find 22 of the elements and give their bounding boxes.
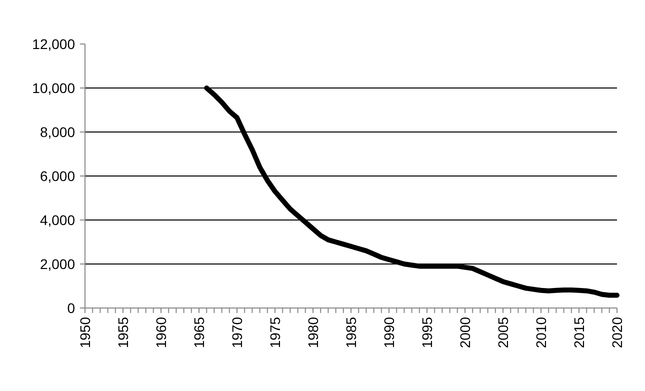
y-tick-label: 10,000: [32, 80, 76, 96]
y-tick-label: 2,000: [40, 256, 76, 272]
y-tick-label: 4,000: [40, 212, 76, 228]
x-tick-label: 1990: [380, 316, 397, 348]
y-tick-label: 12,000: [32, 36, 76, 52]
y-tick-label: 6,000: [40, 168, 76, 184]
x-tick-label: 1950: [76, 316, 93, 348]
x-tick-label: 1970: [228, 316, 245, 348]
x-tick-label: 1985: [342, 316, 359, 348]
x-tick-label: 1975: [266, 316, 283, 348]
x-tick-label: 1995: [418, 316, 435, 348]
x-tick-label: 2020: [608, 316, 625, 348]
x-tick-label: 2000: [456, 316, 473, 348]
x-tick-label: 1980: [304, 316, 321, 348]
x-tick-label: 2015: [570, 316, 587, 348]
y-tick-label: 0: [67, 300, 76, 316]
x-tick-label: 2010: [532, 316, 549, 348]
y-tick-label: 8,000: [40, 124, 76, 140]
x-tick-label: 1960: [152, 316, 169, 348]
x-tick-label: 1965: [190, 316, 207, 348]
x-tick-label: 2005: [494, 316, 511, 348]
x-tick-label: 1955: [114, 316, 131, 348]
